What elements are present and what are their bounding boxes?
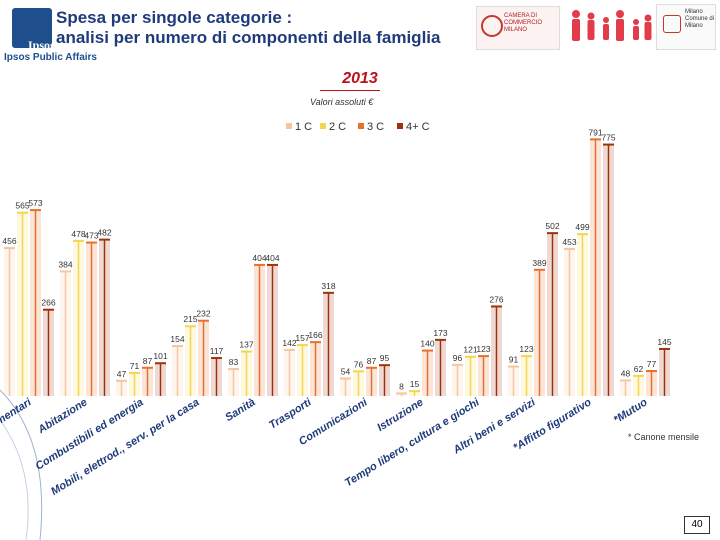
value-label-5-1: 157 (295, 333, 309, 343)
value-label-4-0: 83 (229, 357, 239, 367)
header: Ipsos Ipsos Public Affairs Spesa per sin… (0, 0, 720, 64)
value-label-11-3: 145 (657, 337, 671, 347)
value-label-8-0: 96 (453, 353, 463, 363)
page-number: 40 (684, 516, 710, 534)
value-label-5-3: 318 (321, 281, 335, 291)
value-label-4-2: 404 (252, 253, 266, 263)
category-label-7: Istruzione (375, 396, 425, 434)
page-title-line-1: Spesa per singole categorie : (56, 8, 293, 27)
value-label-4-3: 404 (265, 253, 279, 263)
value-label-1-0: 384 (58, 259, 72, 269)
value-label-7-3: 173 (433, 328, 447, 338)
value-label-7-0: 8 (399, 381, 404, 391)
legend-swatch-4 (397, 123, 403, 129)
value-label-9-3: 502 (545, 221, 559, 231)
value-label-1-2: 473 (84, 231, 98, 241)
value-label-2-3: 101 (153, 351, 167, 361)
value-label-3-1: 215 (183, 314, 197, 324)
legend-swatch-1 (286, 123, 292, 129)
category-label-0: mentari (0, 396, 34, 428)
comune-di-milano-logo: Milano Comune di Milano (656, 4, 716, 50)
value-label-0-1: 565 (15, 201, 29, 211)
value-label-0-0: 456 (2, 236, 16, 246)
logo-brand-text: Ipsos (28, 38, 55, 52)
chart-year-title: 2013 (342, 70, 378, 87)
value-label-2-2: 87 (143, 356, 153, 366)
legend-label-2: 2 C (329, 121, 346, 133)
value-label-9-0: 91 (509, 354, 519, 364)
value-label-8-3: 276 (489, 294, 503, 304)
year-underline (320, 90, 380, 91)
value-label-3-2: 232 (196, 309, 210, 319)
value-label-0-2: 573 (28, 198, 42, 208)
legend-label-3: 3 C (367, 121, 384, 133)
value-label-9-1: 123 (519, 344, 533, 354)
chamber-seal-icon (481, 15, 503, 37)
value-label-8-2: 123 (476, 344, 490, 354)
value-label-0-3: 266 (41, 298, 55, 308)
category-label-2: Combustibili ed energia (33, 396, 145, 472)
value-label-3-0: 154 (170, 334, 184, 344)
value-label-5-0: 142 (282, 338, 296, 348)
value-label-2-0: 47 (117, 369, 127, 379)
value-label-2-1: 71 (130, 361, 140, 371)
decorative-curve (0, 389, 43, 540)
chart-footnote: * Canone mensile (628, 432, 700, 442)
legend-swatch-3 (358, 123, 364, 129)
ipsos-logo: Ipsos (12, 8, 55, 52)
value-label-6-3: 95 (380, 353, 390, 363)
value-label-10-3: 775 (601, 133, 615, 143)
family-figures-icon (572, 10, 652, 41)
chamber-logo-text: CAMERA DI COMMERCIO MILANO (504, 13, 542, 33)
category-label-5: Trasporti (267, 396, 314, 432)
value-label-8-1: 121 (463, 345, 477, 355)
value-label-1-1: 478 (71, 229, 85, 239)
value-label-4-1: 137 (239, 340, 253, 350)
value-label-6-0: 54 (341, 366, 351, 376)
value-label-11-2: 77 (647, 359, 657, 369)
value-label-10-1: 499 (575, 222, 589, 232)
value-label-5-2: 166 (308, 330, 322, 340)
category-label-11: *Mutuo (612, 396, 650, 426)
chart-subtitle: Valori assoluti € (310, 97, 374, 107)
value-label-10-0: 453 (562, 237, 576, 247)
value-label-11-1: 62 (634, 364, 644, 374)
page-title-line-2: analisi per numero di componenti della f… (56, 28, 441, 47)
milano-seal-icon (663, 15, 681, 33)
value-label-7-1: 15 (410, 379, 420, 389)
legend-label-1: 1 C (295, 121, 312, 133)
chamber-of-commerce-logo: CAMERA DI COMMERCIO MILANO (476, 6, 560, 50)
legend-swatch-2 (320, 123, 326, 129)
value-label-1-3: 482 (97, 228, 111, 238)
comune-logo-text: Milano Comune di Milano (685, 9, 715, 29)
legend-label-4: 4+ C (406, 121, 430, 133)
value-label-10-2: 791 (588, 127, 602, 137)
value-label-6-2: 87 (367, 356, 377, 366)
value-label-3-3: 117 (210, 346, 224, 356)
value-label-9-2: 389 (532, 258, 546, 268)
value-label-7-2: 140 (420, 339, 434, 349)
chart-legend: 1 C 2 C 3 C 4+ C (286, 121, 430, 133)
category-label-1: Abitazione (35, 396, 89, 436)
logo-subtitle: Ipsos Public Affairs (4, 52, 97, 63)
value-label-11-0: 48 (621, 368, 631, 378)
chart-bars (4, 138, 670, 396)
category-label-4: Sanità (223, 396, 257, 424)
value-label-6-1: 76 (354, 359, 364, 369)
